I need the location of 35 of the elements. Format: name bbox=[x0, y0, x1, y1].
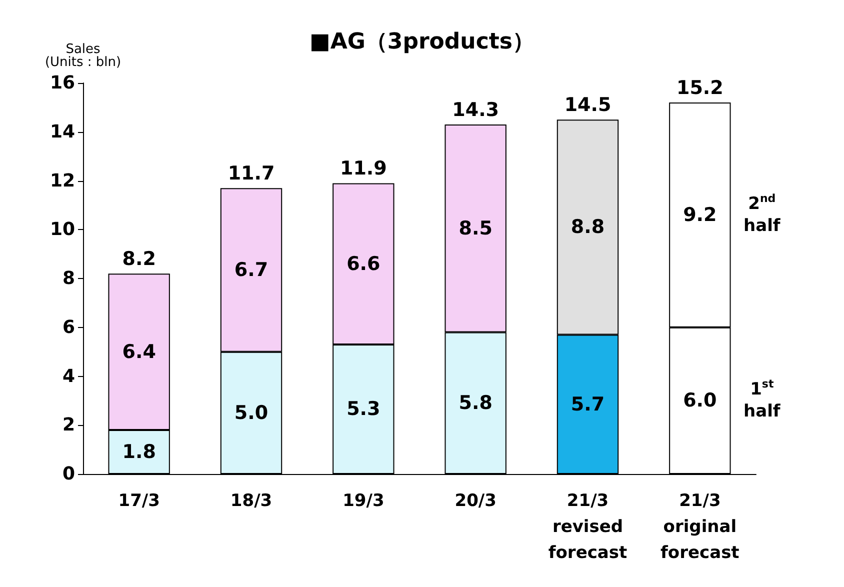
total-label: 14.5 bbox=[564, 94, 612, 116]
total-label: 11.7 bbox=[228, 162, 275, 185]
total-label: 11.9 bbox=[340, 158, 387, 180]
x-tick-label: 19/3 bbox=[342, 491, 384, 511]
y-tick-label: 10 bbox=[50, 219, 75, 240]
x-tick-label: 17/3 bbox=[118, 491, 160, 511]
data-label: 6.6 bbox=[346, 252, 380, 275]
total-label: 15.2 bbox=[676, 77, 724, 100]
y-tick-label: 2 bbox=[62, 414, 75, 436]
data-label: 5.0 bbox=[234, 402, 268, 424]
data-label: 5.7 bbox=[570, 393, 605, 416]
y-tick-label: 0 bbox=[62, 464, 75, 484]
data-label: 6.7 bbox=[234, 258, 268, 281]
data-label: 8.5 bbox=[458, 217, 492, 240]
y-tick-label: 16 bbox=[50, 72, 75, 94]
y-tick-label: 8 bbox=[62, 268, 75, 289]
x-tick-label: 18/3 bbox=[230, 491, 272, 511]
data-label: 5.8 bbox=[458, 392, 492, 414]
y-tick-label: 4 bbox=[62, 366, 75, 387]
y-axis-title: Sales (Units : bln) bbox=[44, 42, 122, 70]
data-label: 9.2 bbox=[683, 204, 717, 226]
data-label: 6.4 bbox=[122, 340, 156, 363]
x-tick-label: 21/3 original forecast bbox=[660, 491, 740, 563]
data-label: 1.8 bbox=[122, 441, 156, 464]
y-tick-label: 14 bbox=[50, 121, 75, 142]
x-tick-label: 20/3 bbox=[454, 491, 496, 511]
data-label: 6.0 bbox=[683, 390, 717, 412]
x-tick-label: 21/3 revised forecast bbox=[548, 491, 628, 563]
total-label: 8.2 bbox=[122, 248, 156, 270]
y-tick-label: 12 bbox=[50, 170, 75, 192]
data-label: 5.3 bbox=[346, 398, 380, 420]
y-tick-label: 6 bbox=[62, 316, 75, 338]
chart-title: ■AG（3products） bbox=[310, 30, 534, 54]
total-label: 14.3 bbox=[452, 99, 500, 122]
data-label: 8.8 bbox=[570, 216, 605, 238]
